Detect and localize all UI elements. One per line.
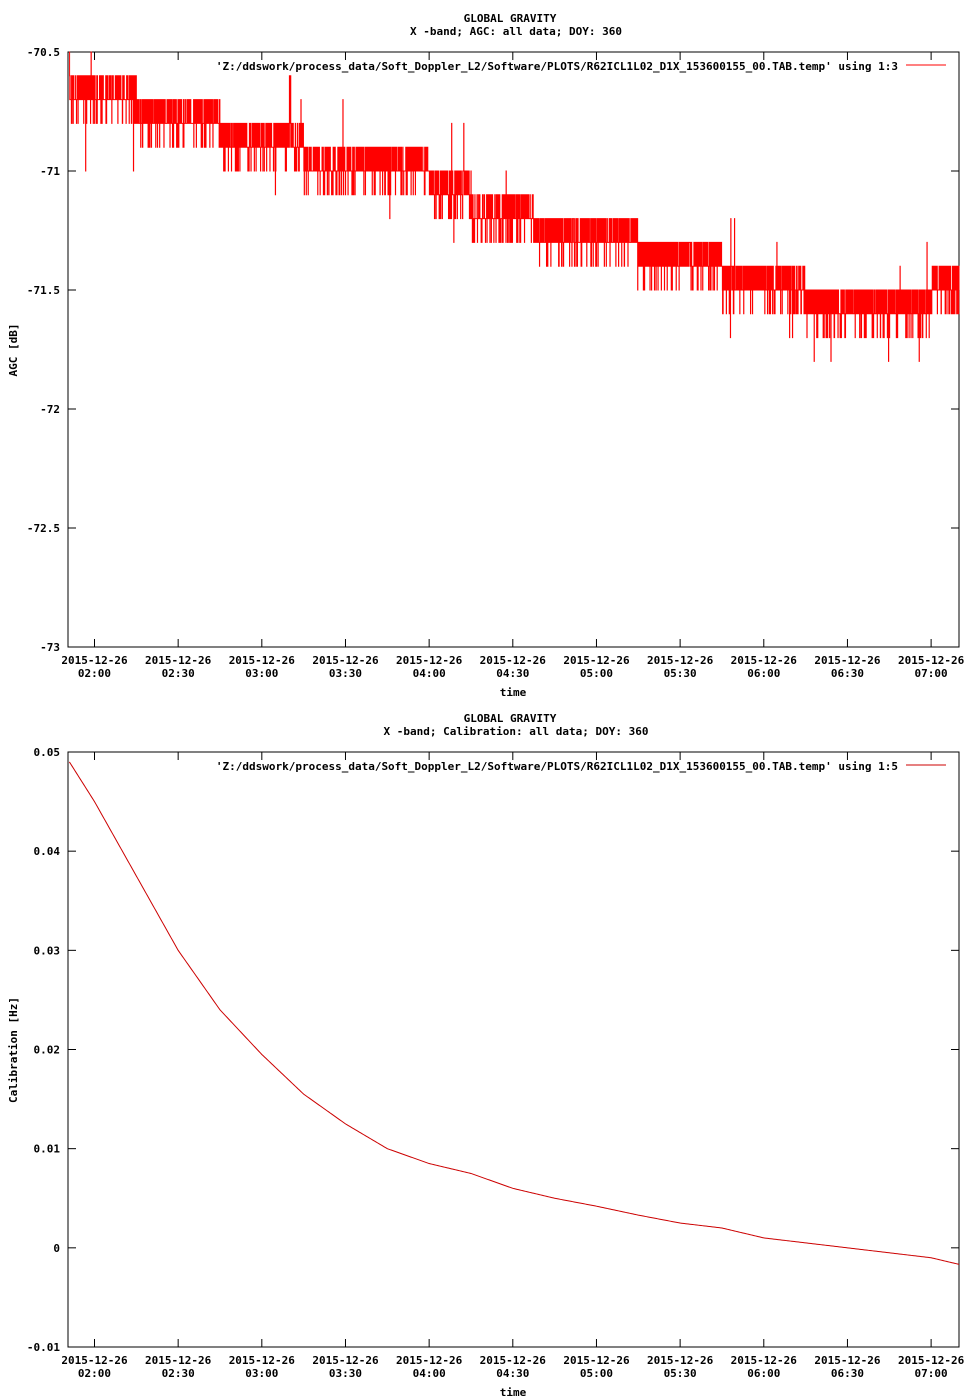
x-tick-date-label: 2015-12-26 <box>480 1354 547 1367</box>
calibration-chart-title: GLOBAL GRAVITY <box>464 712 557 725</box>
x-tick-time-label: 02:30 <box>162 1367 195 1380</box>
x-tick-time-label: 07:00 <box>915 667 948 680</box>
calibration-x-axis: 2015-12-2602:002015-12-2602:302015-12-26… <box>61 752 965 1380</box>
calibration-y-axis: 0.05 0.04 0.03 0.02 0.01 0 -0.01 <box>27 746 959 1354</box>
x-tick-time-label: 02:00 <box>78 667 111 680</box>
x-tick-time-label: 06:00 <box>747 1367 780 1380</box>
x-tick-date-label: 2015-12-26 <box>898 1354 965 1367</box>
x-tick-date-label: 2015-12-26 <box>312 1354 379 1367</box>
x-tick-date-label: 2015-12-26 <box>563 654 630 667</box>
x-tick-time-label: 03:30 <box>329 1367 362 1380</box>
agc-legend-label: 'Z:/ddswork/process_data/Soft_Doppler_L2… <box>216 60 898 73</box>
agc-x-axis: 2015-12-2602:002015-12-2602:302015-12-26… <box>61 52 965 680</box>
x-tick-time-label: 05:30 <box>664 1367 697 1380</box>
calibration-chart-subtitle: X -band; Calibration: all data; DOY: 360 <box>384 725 649 738</box>
y-tick-label: 0.05 <box>34 746 61 759</box>
x-tick-time-label: 02:00 <box>78 1367 111 1380</box>
y-tick-label: -0.01 <box>27 1341 60 1354</box>
x-tick-time-label: 05:00 <box>580 1367 613 1380</box>
x-tick-date-label: 2015-12-26 <box>480 654 547 667</box>
x-tick-date-label: 2015-12-26 <box>396 654 463 667</box>
x-tick-time-label: 02:30 <box>162 667 195 680</box>
x-tick-date-label: 2015-12-26 <box>814 654 881 667</box>
x-tick-date-label: 2015-12-26 <box>731 1354 798 1367</box>
calibration-data-trace <box>68 761 960 1265</box>
x-tick-time-label: 04:30 <box>496 667 529 680</box>
x-tick-time-label: 04:00 <box>413 667 446 680</box>
x-tick-time-label: 04:30 <box>496 1367 529 1380</box>
x-tick-date-label: 2015-12-26 <box>61 1354 128 1367</box>
y-tick-label: 0.01 <box>34 1143 61 1156</box>
agc-chart-title: GLOBAL GRAVITY <box>464 12 557 25</box>
x-tick-date-label: 2015-12-26 <box>563 1354 630 1367</box>
calibration-x-label: time <box>500 1386 527 1399</box>
y-tick-label: -71.5 <box>27 284 60 297</box>
y-tick-label: -72.5 <box>27 522 60 535</box>
y-tick-label: 0.04 <box>34 845 61 858</box>
x-tick-time-label: 03:00 <box>245 1367 278 1380</box>
y-tick-label: -72 <box>40 403 60 416</box>
agc-plot-frame <box>67 51 960 648</box>
y-tick-label: -71 <box>40 165 60 178</box>
x-tick-date-label: 2015-12-26 <box>731 654 798 667</box>
x-tick-date-label: 2015-12-26 <box>229 654 296 667</box>
agc-chart-subtitle: X -band; AGC: all data; DOY: 360 <box>410 25 622 38</box>
calibration-y-label: Calibration [Hz] <box>7 997 20 1103</box>
y-tick-label: 0.03 <box>34 944 61 957</box>
agc-data-trace <box>69 51 960 362</box>
x-tick-time-label: 03:00 <box>245 667 278 680</box>
x-tick-date-label: 2015-12-26 <box>229 1354 296 1367</box>
agc-series-line <box>69 51 960 362</box>
agc-y-label: AGC [dB] <box>7 324 20 377</box>
y-tick-label: 0 <box>53 1242 60 1255</box>
x-tick-time-label: 04:00 <box>413 1367 446 1380</box>
agc-chart: GLOBAL GRAVITY X -band; AGC: all data; D… <box>7 12 965 699</box>
x-tick-date-label: 2015-12-26 <box>898 654 965 667</box>
x-tick-date-label: 2015-12-26 <box>814 1354 881 1367</box>
agc-y-axis: -70.5 -71 -71.5 -72 -72.5 -73 <box>27 46 959 654</box>
x-tick-date-label: 2015-12-26 <box>396 1354 463 1367</box>
x-tick-time-label: 03:30 <box>329 667 362 680</box>
y-tick-label: 0.02 <box>34 1044 61 1057</box>
x-tick-date-label: 2015-12-26 <box>145 1354 212 1367</box>
x-tick-date-label: 2015-12-26 <box>312 654 379 667</box>
x-tick-time-label: 07:00 <box>915 1367 948 1380</box>
x-tick-date-label: 2015-12-26 <box>61 654 128 667</box>
y-tick-label: -70.5 <box>27 46 60 59</box>
x-tick-time-label: 06:30 <box>831 667 864 680</box>
x-tick-date-label: 2015-12-26 <box>647 1354 714 1367</box>
x-tick-time-label: 06:30 <box>831 1367 864 1380</box>
calibration-chart: GLOBAL GRAVITY X -band; Calibration: all… <box>7 712 965 1399</box>
calibration-plot-frame <box>67 751 960 1348</box>
x-tick-date-label: 2015-12-26 <box>647 654 714 667</box>
agc-x-label: time <box>500 686 527 699</box>
x-tick-time-label: 06:00 <box>747 667 780 680</box>
x-tick-time-label: 05:00 <box>580 667 613 680</box>
calibration-legend-label: 'Z:/ddswork/process_data/Soft_Doppler_L2… <box>216 760 898 773</box>
x-tick-time-label: 05:30 <box>664 667 697 680</box>
y-tick-label: -73 <box>40 641 60 654</box>
x-tick-date-label: 2015-12-26 <box>145 654 212 667</box>
calibration-series-line <box>68 761 960 1265</box>
